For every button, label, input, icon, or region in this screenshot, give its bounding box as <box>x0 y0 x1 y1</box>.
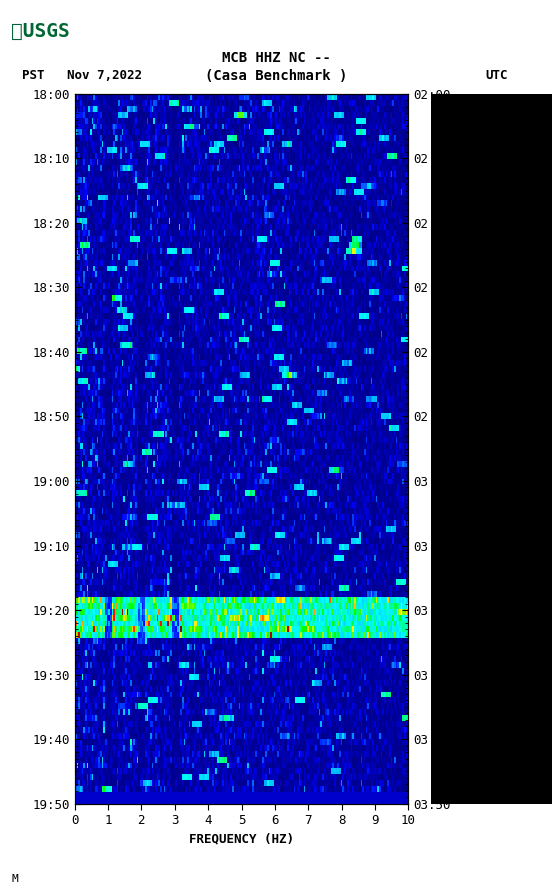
Text: PST   Nov 7,2022: PST Nov 7,2022 <box>22 70 142 82</box>
X-axis label: FREQUENCY (HZ): FREQUENCY (HZ) <box>189 832 294 846</box>
Text: M: M <box>11 874 18 884</box>
Text: UTC: UTC <box>486 70 508 82</box>
Bar <box>75 792 408 804</box>
Bar <box>75 94 76 804</box>
Text: MCB HHZ NC --: MCB HHZ NC -- <box>221 51 331 65</box>
Text: (Casa Benchmark ): (Casa Benchmark ) <box>205 69 347 83</box>
Text: ⊿USGS: ⊿USGS <box>11 22 70 41</box>
